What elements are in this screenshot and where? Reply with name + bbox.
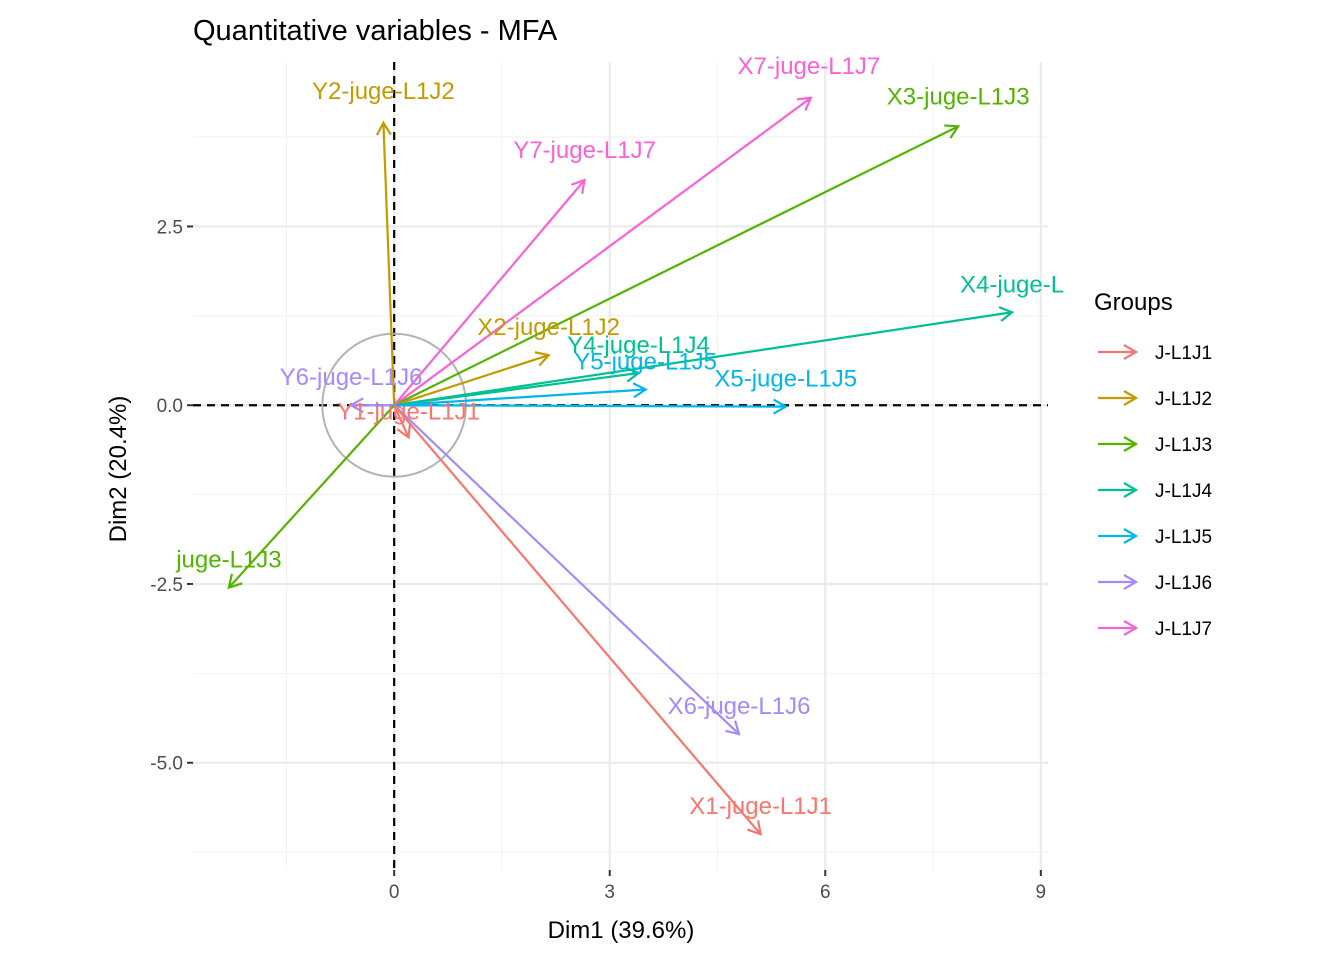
arrow-head — [632, 382, 648, 399]
legend-label: J-L1J7 — [1155, 619, 1212, 640]
legend-item-j-l1j3: J-L1J3 — [1098, 435, 1212, 456]
arrow-head — [944, 124, 961, 139]
variable-arrows — [227, 96, 1015, 836]
arrow-x1-juge-l1j1 — [393, 404, 763, 836]
legend-label: J-L1J1 — [1155, 343, 1212, 364]
legend-item-j-l1j7: J-L1J7 — [1098, 619, 1212, 640]
arrow-x6-juge-l1j6 — [393, 404, 741, 736]
variable-label: X7-juge-L1J7 — [738, 53, 881, 80]
legend-key-arrowhead — [1123, 482, 1139, 498]
x-axis-title: Dim1 (39.6%) — [548, 917, 695, 944]
variable-label: Y1-juge-L1J1 — [337, 398, 480, 425]
variable-label: Y6-juge-L1J6 — [280, 364, 423, 391]
arrow-head — [396, 423, 412, 440]
legend-key-arrowhead — [1123, 620, 1139, 636]
arrow-head — [375, 120, 392, 136]
x-axis-ticks: 0 3 6 9 — [389, 870, 1046, 903]
variable-label: X5-juge-L1J5 — [714, 366, 857, 393]
legend-key-arrowhead — [1123, 344, 1139, 360]
variable-label: Y4-juge-L1J4 — [567, 332, 710, 359]
variable-label: X6-juge-L1J6 — [668, 693, 811, 720]
reference-lines — [193, 62, 1048, 870]
arrow-x7-juge-l1j7 — [393, 96, 813, 407]
arrow-head — [725, 720, 741, 736]
arrow-x3-juge-l1j3 — [393, 124, 961, 407]
variable-label: Y7-juge-L1J7 — [513, 137, 656, 164]
x-tick-label: 9 — [1036, 882, 1047, 903]
arrow-x2-juge-l1j2 — [393, 351, 551, 407]
legend-item-j-l1j2: J-L1J2 — [1098, 389, 1212, 410]
arrow-y1-juge-l1j1 — [393, 404, 412, 440]
arrow-shaft — [393, 96, 812, 407]
variable-label: X2-juge-L1J2 — [477, 314, 620, 341]
legend-item-j-l1j5: J-L1J5 — [1098, 527, 1212, 548]
x-tick-label: 3 — [604, 882, 615, 903]
variable-label: Y2-juge-L1J2 — [312, 78, 455, 105]
arrow-shaft — [393, 404, 410, 438]
arrow-x5-juge-l1j5 — [394, 398, 788, 415]
arrow-y5-juge-l1j5 — [394, 382, 648, 407]
legend-item-j-l1j4: J-L1J4 — [1098, 481, 1212, 502]
legend-label: J-L1J2 — [1155, 389, 1212, 410]
arrow-head — [534, 351, 551, 367]
arrow-x4-juge-l — [394, 306, 1015, 407]
chart-title: Quantitative variables - MFA — [193, 15, 558, 47]
arrow-shaft — [393, 125, 959, 407]
arrow-y4-juge-l1j4 — [394, 366, 641, 407]
legend: Groups J-L1J1J-L1J2J-L1J3J-L1J4J-L1J5J-L… — [1094, 289, 1212, 640]
legend-key-arrowhead — [1123, 390, 1139, 406]
legend-item-j-l1j1: J-L1J1 — [1098, 343, 1212, 364]
arrow-head — [998, 306, 1015, 322]
variable-label: X3-juge-L1J3 — [887, 83, 1030, 110]
legend-label: J-L1J3 — [1155, 435, 1212, 456]
y-tick-label: -2.5 — [150, 575, 183, 596]
arrow-y6-juge-l1j6 — [348, 397, 395, 414]
x-tick-label: 0 — [389, 882, 400, 903]
arrow-shaft — [394, 388, 646, 407]
legend-key-arrowhead — [1123, 436, 1139, 452]
legend-label: J-L1J5 — [1155, 527, 1212, 548]
arrow-shaft — [394, 371, 639, 407]
arrow-head — [625, 366, 641, 383]
legend-title: Groups — [1094, 289, 1173, 316]
arrow-shaft — [228, 404, 395, 589]
arrow-shaft — [394, 311, 1013, 407]
arrow-y2-juge-l1j2 — [375, 120, 396, 406]
y-tick-label: 2.5 — [157, 217, 183, 238]
legend-key-arrowhead — [1123, 574, 1139, 590]
arrow-head — [796, 96, 813, 112]
arrow-shaft — [393, 354, 549, 407]
arrow-head — [348, 397, 364, 414]
arrow-head — [773, 398, 788, 415]
arrow-shaft — [393, 404, 762, 835]
arrow-shaft — [394, 404, 786, 408]
variable-label: X1-juge-L1J1 — [689, 793, 832, 820]
legend-items: J-L1J1 J-L1J2 J-L1J3 J-L1J4 J-L1J5 J-L1J6 J-L1… — [1098, 343, 1212, 640]
y-axis-ticks: -5.0 -2.5 0.0 2.5 — [150, 217, 193, 775]
variable-label: X4-juge-L — [960, 271, 1064, 298]
variable-label: Y5-juge-L1J5 — [574, 348, 717, 375]
legend-item-j-l1j6: J-L1J6 — [1098, 573, 1212, 594]
grid — [193, 62, 1048, 870]
arrow-head — [571, 178, 586, 194]
legend-key-arrowhead — [1123, 528, 1139, 544]
y-axis-title: Dim2 (20.4%) — [105, 396, 132, 543]
arrow-juge-l1j3 — [227, 404, 395, 590]
y-tick-label: 0.0 — [157, 396, 183, 417]
variable-label: juge-L1J3 — [175, 547, 281, 574]
arrow-shaft — [393, 404, 740, 735]
legend-label: J-L1J6 — [1155, 573, 1212, 594]
legend-label: J-L1J4 — [1155, 481, 1212, 502]
arrow-y7-juge-l1j7 — [393, 178, 586, 406]
arrow-head — [227, 573, 243, 590]
x-tick-label: 6 — [820, 882, 831, 903]
arrow-head — [747, 820, 763, 836]
arrow-shaft — [382, 122, 396, 406]
y-tick-label: -5.0 — [150, 754, 183, 775]
arrow-shaft — [393, 179, 586, 406]
